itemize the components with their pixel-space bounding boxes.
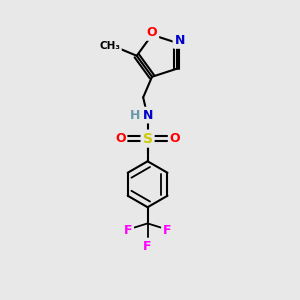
Text: N: N	[143, 109, 153, 122]
Text: F: F	[143, 240, 152, 253]
Text: N: N	[175, 34, 185, 47]
Text: H: H	[130, 109, 140, 122]
Text: CH₃: CH₃	[99, 41, 120, 51]
Text: O: O	[115, 132, 125, 145]
Text: F: F	[124, 224, 132, 237]
Text: O: O	[147, 26, 157, 39]
Text: O: O	[170, 132, 180, 145]
Text: S: S	[142, 132, 153, 145]
Text: F: F	[163, 224, 172, 237]
